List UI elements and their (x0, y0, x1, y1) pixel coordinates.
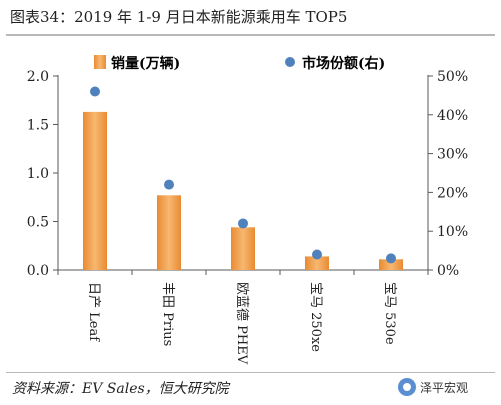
right-tick-label: 50% (437, 69, 468, 85)
watermark-text: 泽平宏观 (420, 380, 469, 395)
source-divider (6, 372, 495, 373)
legend-dot-label: 市场份额(右) (302, 55, 385, 72)
watermark: 泽平宏观 (398, 378, 468, 396)
circle-logo-icon (398, 378, 416, 396)
right-tick-label: 0% (437, 263, 459, 279)
share-point (238, 218, 248, 229)
share-point (386, 253, 396, 264)
legend-bar-swatch (94, 55, 106, 69)
share-series (90, 86, 396, 264)
left-tick-label: 0.5 (27, 215, 49, 231)
bar (379, 259, 403, 270)
bar-series (83, 111, 403, 270)
category-label: 宝马 250xe (308, 282, 323, 352)
source-note: 资料来源：EV Sales，恒大研究院 (12, 381, 229, 397)
category-label: 丰田 Prius (160, 282, 175, 346)
chart-title: 图表34：2019 年 1-9 月日本新能源乘用车 TOP5 (10, 8, 348, 26)
bar (305, 256, 329, 270)
left-tick-label: 1.0 (27, 166, 49, 182)
left-tick-label: 2.0 (27, 69, 49, 85)
left-axis: 0.0 0.5 1.0 1.5 2.0 (27, 69, 59, 279)
bar (83, 111, 107, 270)
chart: 0.0 0.5 1.0 1.5 2.0 0% 10% 20% 30% 40% 50% 日产 Lea… (27, 55, 468, 365)
left-tick-label: 0.0 (27, 263, 49, 279)
right-tick-label: 20% (437, 185, 468, 201)
category-label: 宝马 530e (382, 282, 397, 345)
legend-dot-swatch (285, 57, 295, 67)
title-divider (6, 34, 495, 36)
x-axis: 日产 Leaf 丰田 Prius 欧蓝德 PHEV 宝马 250xe 宝马 530e (57, 269, 429, 365)
right-tick-label: 30% (437, 147, 468, 163)
right-tick-label: 40% (437, 108, 468, 124)
legend: 销量(万辆) 市场份额(右) (94, 55, 385, 72)
share-point (90, 86, 100, 97)
category-label: 欧蓝德 PHEV (234, 282, 249, 365)
share-point (312, 249, 322, 260)
right-tick-label: 10% (437, 224, 468, 240)
left-tick-label: 1.5 (27, 118, 49, 134)
category-label: 日产 Leaf (86, 282, 101, 342)
bar (231, 227, 255, 270)
right-axis: 0% 10% 20% 30% 40% 50% (427, 69, 468, 279)
bar (157, 195, 181, 270)
legend-bar-label: 销量(万辆) (111, 55, 180, 72)
share-point (164, 179, 174, 190)
